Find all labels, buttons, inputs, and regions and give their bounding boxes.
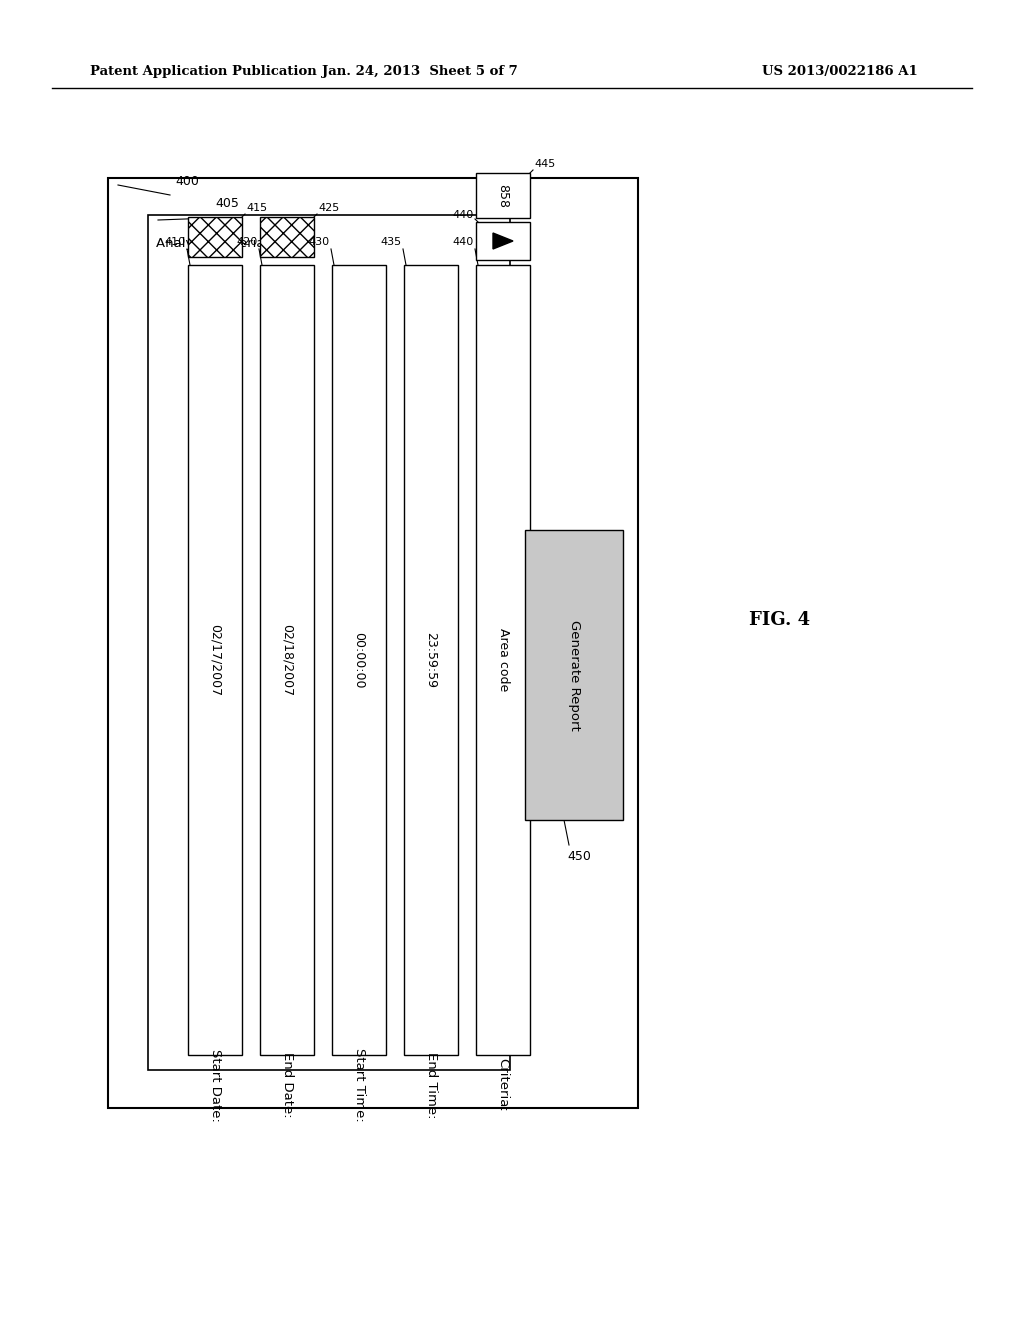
Text: 440: 440: [453, 238, 474, 247]
Text: 02/18/2007: 02/18/2007: [281, 624, 294, 696]
Text: 435: 435: [381, 238, 402, 247]
Text: 430: 430: [309, 238, 330, 247]
Text: 445: 445: [534, 158, 555, 169]
Bar: [404, 265, 458, 1055]
Bar: [476, 265, 530, 1055]
Text: 450: 450: [567, 850, 591, 863]
Polygon shape: [493, 234, 513, 249]
Text: 00:00:00: 00:00:00: [352, 632, 366, 688]
Text: 425: 425: [318, 203, 339, 213]
Text: 02/17/2007: 02/17/2007: [209, 624, 221, 696]
Text: US 2013/0022186 A1: US 2013/0022186 A1: [762, 66, 918, 78]
Bar: [332, 265, 386, 1055]
Text: Start Time:: Start Time:: [352, 1048, 366, 1122]
Bar: [525, 531, 623, 820]
Bar: [260, 216, 314, 257]
Text: FIG. 4: FIG. 4: [750, 611, 811, 630]
Text: Jan. 24, 2013  Sheet 5 of 7: Jan. 24, 2013 Sheet 5 of 7: [323, 66, 518, 78]
Text: Patent Application Publication: Patent Application Publication: [90, 66, 316, 78]
Text: End Date:: End Date:: [281, 1052, 294, 1118]
Text: Start Date:: Start Date:: [209, 1048, 221, 1122]
Text: Generate Report: Generate Report: [567, 619, 581, 730]
Text: 405: 405: [215, 197, 239, 210]
Text: 420: 420: [237, 238, 258, 247]
Text: Criteria:: Criteria:: [497, 1059, 510, 1111]
Text: 415: 415: [246, 203, 267, 213]
Bar: [188, 216, 242, 257]
Bar: [108, 178, 638, 1107]
Text: 440: 440: [453, 210, 474, 220]
Text: Area code: Area code: [497, 628, 510, 692]
Bar: [476, 222, 530, 260]
Bar: [188, 265, 242, 1055]
Text: End Time:: End Time:: [425, 1052, 437, 1118]
Text: 400: 400: [175, 176, 199, 187]
Text: 858: 858: [497, 183, 510, 207]
Bar: [148, 215, 510, 1071]
Text: Analysis Criteria:: Analysis Criteria:: [156, 236, 269, 249]
Bar: [260, 265, 314, 1055]
Text: 410: 410: [165, 238, 186, 247]
Text: 23:59:59: 23:59:59: [425, 632, 437, 688]
Bar: [476, 173, 530, 218]
